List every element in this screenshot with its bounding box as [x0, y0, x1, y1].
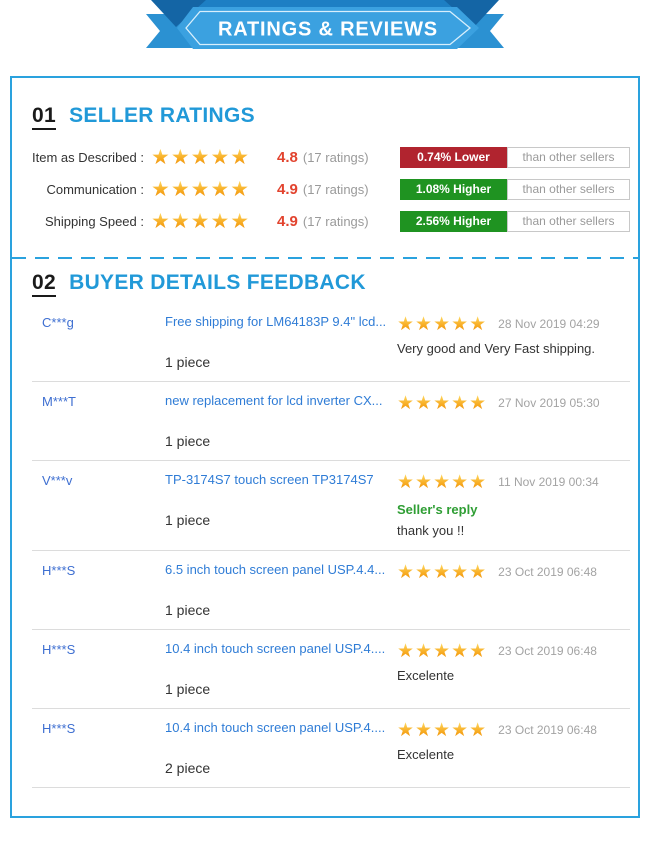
buyer-name-link[interactable]: M***T: [42, 394, 76, 409]
star-rating-icon: ★★★★★: [397, 640, 488, 662]
product-link[interactable]: Free shipping for LM64183P 9.4" lcd...: [165, 314, 387, 329]
ribbon-banner-graphic: RATINGS & REVIEWS: [146, 0, 504, 49]
feedback-detail-cell: ★★★★★ 23 Oct 2019 06:48: [397, 561, 630, 583]
product-link[interactable]: TP-3174S7 touch screen TP3174S7: [165, 472, 374, 487]
feedback-date: 23 Oct 2019 06:48: [498, 723, 597, 737]
rating-label: Communication :: [46, 182, 144, 197]
star-rating-icon: ★★★★★: [151, 179, 271, 200]
feedback-star-line: ★★★★★ 23 Oct 2019 06:48: [397, 561, 630, 583]
feedback-detail-cell: ★★★★★ 23 Oct 2019 06:48 Excelente: [397, 640, 630, 685]
star-rating-icon: ★★★★★: [397, 719, 488, 741]
feedback-product-cell: 10.4 inch touch screen panel USP.4.... 2…: [165, 719, 397, 777]
ribbon-right-fold: [444, 0, 499, 27]
buyer-name-link[interactable]: H***S: [42, 563, 76, 578]
quantity-label: 1 piece: [165, 681, 211, 697]
feedback-detail-cell: ★★★★★ 23 Oct 2019 06:48 Excelente: [397, 719, 630, 764]
feedback-date: 23 Oct 2019 06:48: [498, 644, 597, 658]
seller-ratings-section: 01 SELLER RATINGS Item as Described : ★★…: [12, 78, 638, 235]
buyer-name-link[interactable]: H***S: [42, 721, 76, 736]
feedback-product-cell: new replacement for lcd inverter CX... 1…: [165, 392, 397, 450]
feedback-date: 11 Nov 2019 00:34: [498, 475, 599, 489]
rating-count: (17 ratings): [302, 182, 369, 197]
ribbon-main-shape: [177, 7, 479, 49]
rating-label: Shipping Speed :: [44, 214, 144, 229]
section-title-text: BUYER DETAILS FEEDBACK: [69, 271, 366, 294]
feedback-comment: Very good and Very Fast shipping.: [397, 341, 596, 356]
product-link[interactable]: new replacement for lcd inverter CX...: [165, 393, 383, 408]
feedback-star-line: ★★★★★ 27 Nov 2019 05:30: [397, 392, 630, 414]
quantity-label: 1 piece: [165, 512, 211, 528]
seller-reply-label: Seller's reply: [397, 502, 478, 517]
feedback-row: C***g Free shipping for LM64183P 9.4" lc…: [32, 303, 630, 382]
feedback-table: C***g Free shipping for LM64183P 9.4" lc…: [32, 303, 630, 788]
seller-rating-row: Communication : ★★★★★ 4.9 (17 ratings) 1…: [32, 176, 630, 203]
feedback-row: H***S 10.4 inch touch screen panel USP.4…: [32, 630, 630, 709]
feedback-row: H***S 6.5 inch touch screen panel USP.4.…: [32, 551, 630, 630]
rating-value: 4.9: [277, 181, 298, 198]
feedback-row: V***v TP-3174S7 touch screen TP3174S7 1 …: [32, 461, 630, 551]
buyer-name-link[interactable]: H***S: [42, 642, 76, 657]
seller-rating-row: Item as Described : ★★★★★ 4.8 (17 rating…: [32, 144, 630, 171]
quantity-label: 2 piece: [165, 760, 211, 776]
feedback-row: H***S 10.4 inch touch screen panel USP.4…: [32, 709, 630, 788]
comparison-badge: 2.56% Higher: [400, 211, 507, 232]
feedback-product-cell: Free shipping for LM64183P 9.4" lcd... 1…: [165, 313, 397, 371]
feedback-star-line: ★★★★★ 28 Nov 2019 04:29: [397, 313, 630, 335]
product-link[interactable]: 10.4 inch touch screen panel USP.4....: [165, 720, 386, 735]
feedback-date: 23 Oct 2019 06:48: [498, 565, 597, 579]
rating-count: (17 ratings): [302, 150, 369, 165]
feedback-detail-cell: ★★★★★ 27 Nov 2019 05:30: [397, 392, 630, 414]
feedback-detail-cell: ★★★★★ 11 Nov 2019 00:34 Seller's reply t…: [397, 471, 630, 540]
feedback-detail-cell: ★★★★★ 28 Nov 2019 04:29 Very good and Ve…: [397, 313, 630, 358]
ribbon-left-fold: [151, 0, 206, 27]
star-rating-icon: ★★★★★: [397, 471, 488, 493]
feedback-star-line: ★★★★★ 11 Nov 2019 00:34: [397, 471, 630, 493]
rating-value: 4.8: [277, 149, 298, 166]
rating-label: Item as Described :: [32, 150, 144, 165]
feedback-product-cell: 10.4 inch touch screen panel USP.4.... 1…: [165, 640, 397, 698]
comparison-badge: 1.08% Higher: [400, 179, 507, 200]
rating-count: (17 ratings): [302, 214, 369, 229]
feedback-row: M***T new replacement for lcd inverter C…: [32, 382, 630, 461]
ratings-panel: 01 SELLER RATINGS Item as Described : ★★…: [10, 76, 640, 818]
quantity-label: 1 piece: [165, 354, 211, 370]
product-link[interactable]: 10.4 inch touch screen panel USP.4....: [165, 641, 386, 656]
quantity-label: 1 piece: [165, 602, 211, 618]
buyer-name-link[interactable]: V***v: [42, 473, 73, 488]
ribbon-inner-outline: [185, 10, 472, 46]
rating-value: 4.9: [277, 213, 298, 230]
buyer-name-link[interactable]: C***g: [42, 315, 74, 330]
star-rating-icon: ★★★★★: [397, 313, 488, 335]
section-title-text: SELLER RATINGS: [69, 104, 255, 127]
ratings-reviews-banner: RATINGS & REVIEWS: [0, 0, 650, 50]
comparison-badge: 0.74% Lower: [400, 147, 507, 168]
comparison-note: than other sellers: [507, 211, 630, 232]
dashed-divider: [12, 257, 638, 259]
banner-title: RATINGS & REVIEWS: [218, 19, 438, 41]
feedback-star-line: ★★★★★ 23 Oct 2019 06:48: [397, 640, 630, 662]
buyer-feedback-section: 02 BUYER DETAILS FEEDBACK C***g Free shi…: [12, 259, 638, 788]
comparison-note: than other sellers: [507, 147, 630, 168]
star-rating-icon: ★★★★★: [151, 211, 271, 232]
feedback-date: 27 Nov 2019 05:30: [498, 396, 600, 410]
feedback-comment: Excelente: [397, 747, 455, 762]
section-number: 01: [32, 104, 56, 130]
star-rating-icon: ★★★★★: [397, 561, 488, 583]
comparison-note: than other sellers: [507, 179, 630, 200]
seller-ratings-title: 01 SELLER RATINGS: [32, 104, 630, 130]
star-rating-icon: ★★★★★: [397, 392, 488, 414]
star-rating-icon: ★★★★★: [151, 147, 271, 168]
feedback-comment: Excelente: [397, 668, 455, 683]
feedback-product-cell: TP-3174S7 touch screen TP3174S7 1 piece: [165, 471, 397, 529]
seller-rating-row: Shipping Speed : ★★★★★ 4.9 (17 ratings) …: [32, 208, 630, 235]
seller-rating-rows: Item as Described : ★★★★★ 4.8 (17 rating…: [32, 144, 630, 235]
product-link[interactable]: 6.5 inch touch screen panel USP.4.4...: [165, 562, 386, 577]
seller-reply-text: thank you !!: [397, 523, 465, 538]
feedback-date: 28 Nov 2019 04:29: [498, 317, 600, 331]
quantity-label: 1 piece: [165, 433, 211, 449]
buyer-feedback-title: 02 BUYER DETAILS FEEDBACK: [32, 271, 630, 297]
feedback-star-line: ★★★★★ 23 Oct 2019 06:48: [397, 719, 630, 741]
feedback-product-cell: 6.5 inch touch screen panel USP.4.4... 1…: [165, 561, 397, 619]
section-number: 02: [32, 271, 56, 297]
